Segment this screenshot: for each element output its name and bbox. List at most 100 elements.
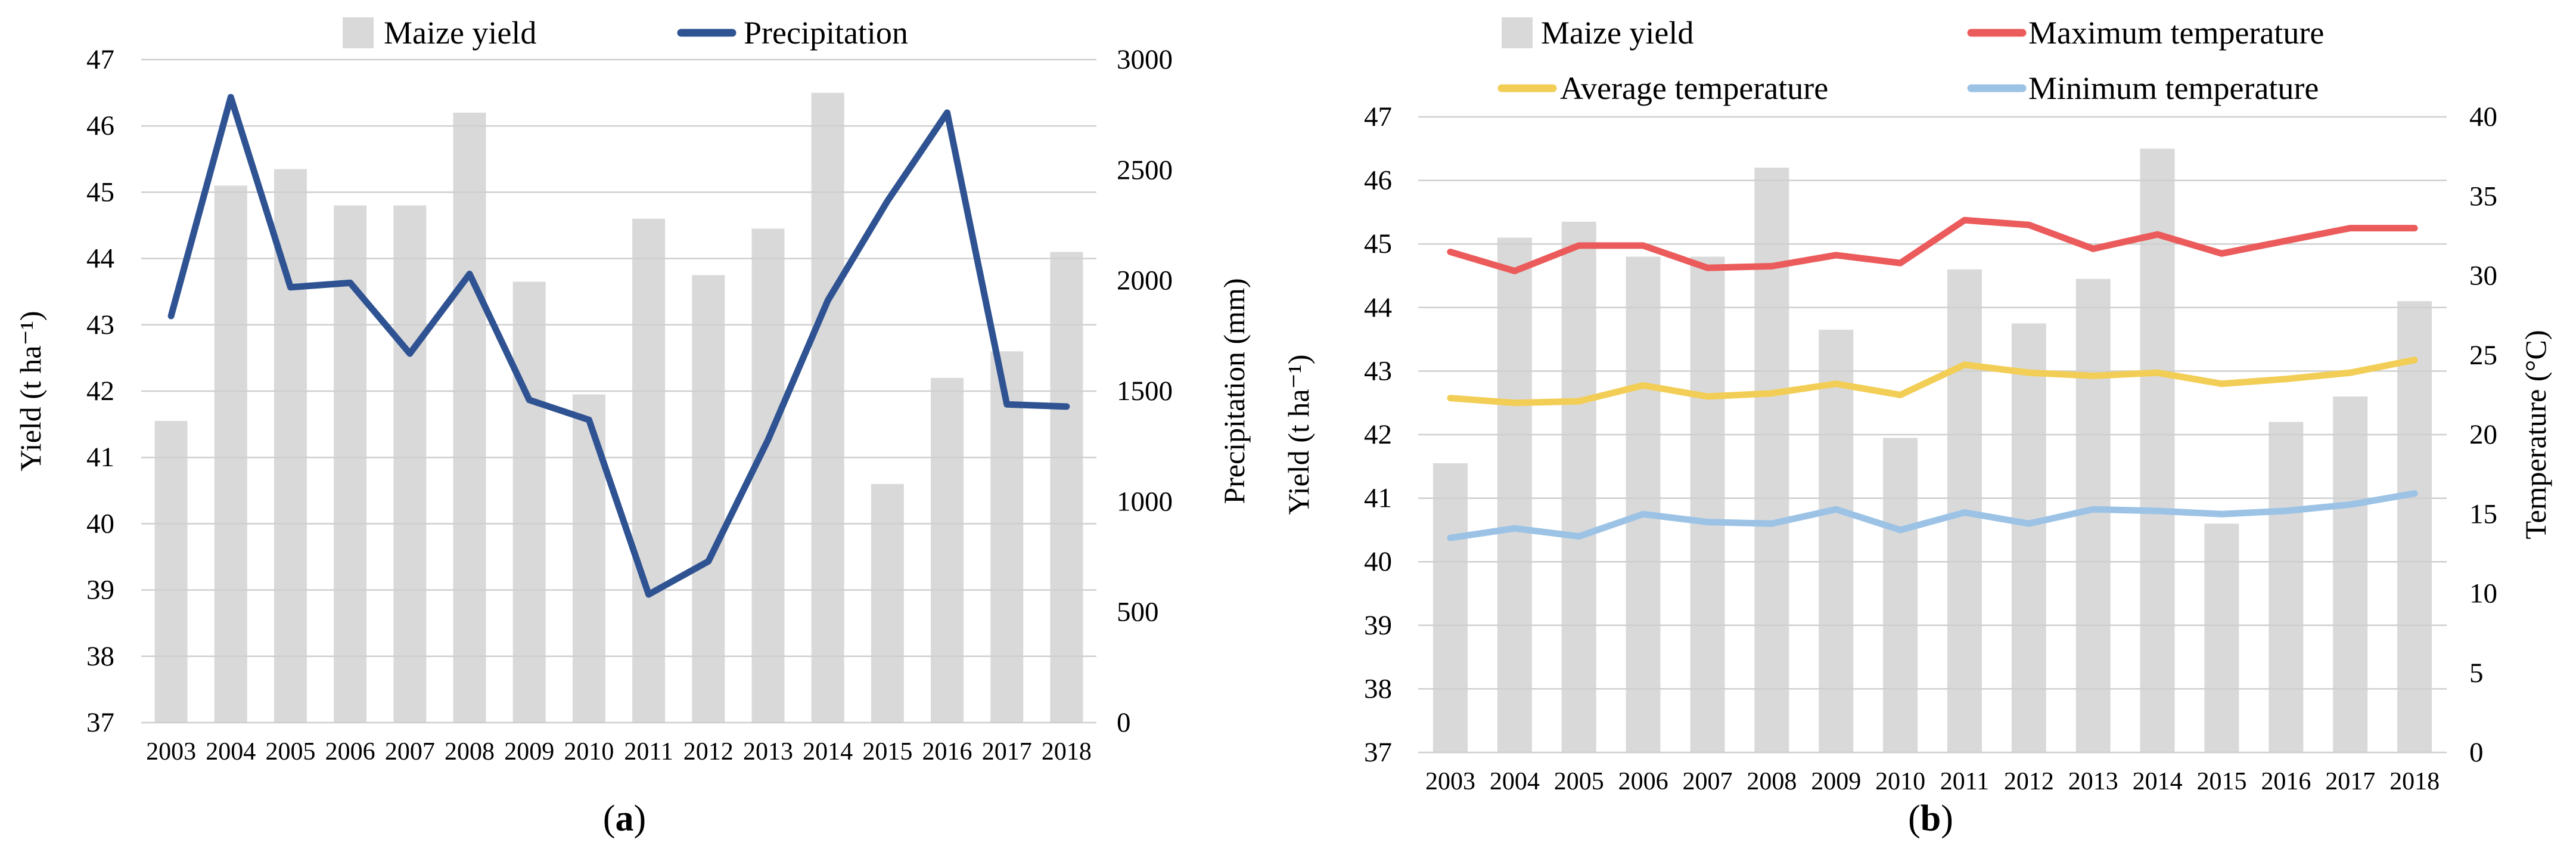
legend-label-maize-yield: Maize yield [384,15,536,51]
bar-2013 [751,228,785,723]
bar-2003 [1433,463,1468,752]
x-label-2017: 2017 [2325,768,2375,795]
left-tick-46: 46 [1364,165,1392,196]
right-tick-35: 35 [2469,181,2497,212]
right-axis-title: Temperature (°C) [2519,330,2552,539]
x-label-2010: 2010 [564,738,614,766]
left-tick-39: 39 [86,575,114,606]
x-axis-labels: 2003 2004 2005 2006 2007 2008 2009 2010 2011 2012… [1425,768,2440,795]
x-axis-labels: 2003 2004 2005 2006 2007 2008 2009 2010 2011 2012… [146,738,1092,766]
bar-2014 [811,92,844,723]
x-label-2003: 2003 [1425,768,1475,795]
maize-yield-bars [154,92,1083,723]
right-axis-title: Precipitation (mm) [1217,278,1251,504]
right-tick-20: 20 [2469,419,2497,450]
right-tick-40: 40 [2469,101,2497,132]
left-tick-44: 44 [1364,292,1392,323]
left-tick-43: 43 [86,309,114,340]
left-tick-47: 47 [86,44,114,75]
bar-2018 [1050,252,1083,723]
bar-2017 [990,351,1024,723]
bar-2005 [1561,221,1596,752]
x-label-2007: 2007 [1682,768,1732,795]
left-axis-ticks: 37 38 39 40 41 42 43 44 45 46 47 [1364,101,1392,768]
panel-a: 37 38 39 40 41 42 43 44 45 46 47 0 500 1000 1500 2000 25… [14,15,1251,766]
x-label-2004: 2004 [1490,768,1540,795]
x-label-2011: 2011 [1940,768,1989,795]
bar-2015 [871,484,904,723]
bar-2016 [2269,422,2304,752]
x-label-2009: 2009 [1811,768,1861,795]
left-axis-ticks: 37 38 39 40 41 42 43 44 45 46 47 [86,44,114,738]
bar-2017 [2333,396,2368,752]
bar-2004 [1497,237,1532,752]
caption-a: (a) [547,798,702,840]
x-label-2012: 2012 [683,738,734,766]
maximum-temperature-line [1447,216,2418,274]
bar-2008 [453,112,486,723]
caption-a-open: ( [602,798,616,839]
x-label-2006: 2006 [325,738,375,766]
right-tick-500: 500 [1117,597,1159,628]
left-tick-38: 38 [1364,673,1392,704]
x-label-2015: 2015 [862,738,912,766]
right-tick-2500: 2500 [1117,154,1173,185]
right-tick-1500: 1500 [1117,376,1173,407]
minimum-temperature-line [1447,490,2418,541]
x-label-2010: 2010 [1875,768,1925,795]
right-tick-2000: 2000 [1117,265,1173,296]
left-tick-46: 46 [86,110,114,141]
bar-2009 [512,281,546,723]
right-tick-3000: 3000 [1117,44,1173,75]
x-label-2008: 2008 [1747,768,1797,795]
left-tick-42: 42 [86,376,114,407]
left-tick-41: 41 [86,442,114,473]
precipitation-line [167,94,1070,598]
bar-2013 [2075,278,2111,753]
x-label-2016: 2016 [2261,768,2311,795]
bar-2012 [2011,323,2046,752]
bar-2012 [692,275,725,723]
legend-label-maize-yield: Maize yield [1541,15,1693,51]
bar-2004 [214,185,247,723]
right-tick-30: 30 [2469,261,2497,292]
average-temperature-line [1447,357,2418,407]
bar-2003 [154,421,188,723]
bar-2018 [2397,301,2432,752]
x-label-2011: 2011 [624,738,673,766]
x-label-2004: 2004 [206,738,256,766]
bar-2009 [1819,330,1854,752]
right-axis-ticks: 0 5 10 15 20 25 30 35 40 [2469,101,2497,768]
left-tick-37: 37 [1364,737,1392,768]
left-axis-title: Yield (t ha⁻¹) [14,311,47,471]
right-tick-15: 15 [2469,498,2497,529]
maize-yield-bars [1433,148,2432,753]
x-label-2013: 2013 [743,738,793,766]
x-label-2018: 2018 [2389,768,2440,795]
right-tick-0: 0 [2469,737,2484,768]
x-label-2018: 2018 [1042,738,1092,766]
bar-2006 [1626,256,1661,752]
x-label-2013: 2013 [2068,768,2118,795]
bar-2016 [931,377,964,723]
right-tick-1000: 1000 [1117,486,1173,517]
legend-label-minimum-temperature: Minimum temperature [2028,70,2319,106]
bar-2010 [1883,438,1918,752]
bar-2011 [632,218,666,723]
x-label-2005: 2005 [265,738,315,766]
left-axis-title: Yield (t ha⁻¹) [1282,354,1315,515]
left-tick-43: 43 [1364,355,1392,386]
legend-swatch-maize-yield [343,17,374,48]
legend: Maize yield Precipitation [343,15,908,51]
bar-2014 [2140,148,2175,753]
x-label-2015: 2015 [2196,768,2246,795]
left-tick-47: 47 [1364,101,1392,132]
right-axis-ticks: 0 500 1000 1500 2000 2500 3000 [1117,44,1173,738]
caption-b-letter: b [1920,798,1941,839]
caption-b-open: ( [1908,798,1921,839]
bar-2015 [2204,523,2239,752]
left-tick-45: 45 [86,176,114,207]
bar-2008 [1754,168,1789,752]
